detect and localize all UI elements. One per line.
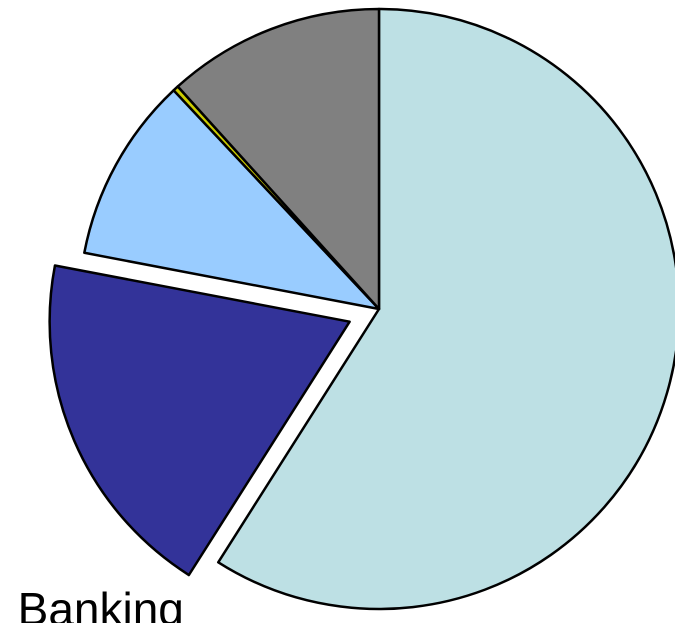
pie-slice: [176, 7, 381, 311]
pie-slice: [83, 89, 381, 311]
slice-label: Banking: [18, 583, 184, 623]
pie-slice: [217, 7, 675, 611]
pie-slice: [48, 264, 351, 577]
